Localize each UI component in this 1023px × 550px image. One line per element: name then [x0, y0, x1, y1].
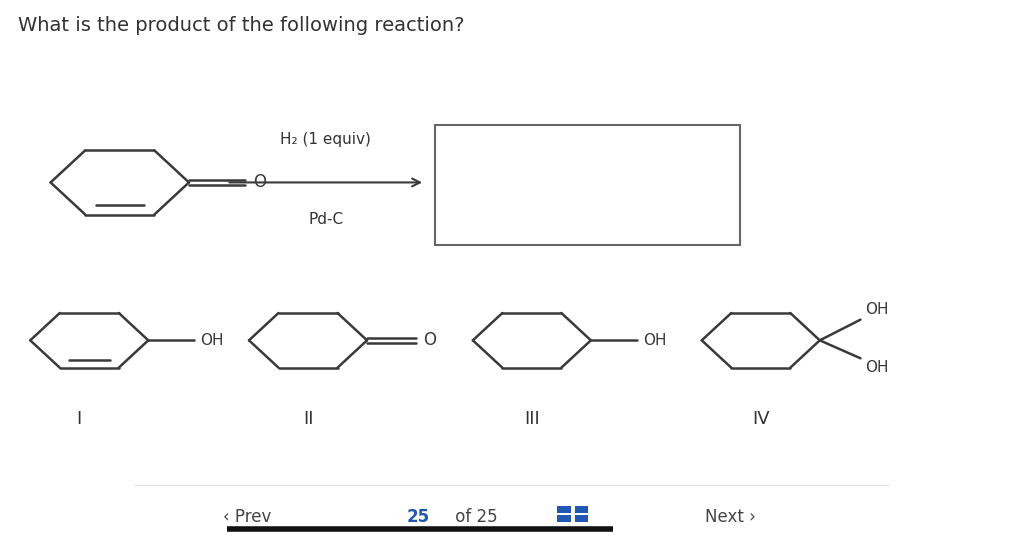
Text: Pd-C: Pd-C	[308, 212, 344, 227]
Text: III: III	[524, 410, 540, 428]
Bar	[575, 515, 588, 522]
Bar	[575, 505, 588, 513]
Text: of 25: of 25	[450, 508, 498, 526]
Text: OH: OH	[201, 333, 224, 348]
Text: Next ›: Next ›	[705, 508, 756, 526]
Text: 25: 25	[407, 508, 430, 526]
Text: What is the product of the following reaction?: What is the product of the following rea…	[18, 16, 464, 35]
Text: IV: IV	[752, 410, 769, 428]
Text: I: I	[77, 410, 82, 428]
Text: H₂ (1 equiv): H₂ (1 equiv)	[280, 132, 371, 147]
Text: ‹ Prev: ‹ Prev	[223, 508, 271, 526]
Text: O: O	[253, 173, 266, 191]
Bar	[558, 515, 571, 522]
Bar	[558, 505, 571, 513]
Bar	[435, 125, 741, 245]
Text: OH: OH	[642, 333, 666, 348]
Text: II: II	[303, 410, 313, 428]
Text: OH: OH	[865, 360, 889, 375]
Text: O: O	[422, 331, 436, 349]
Text: OH: OH	[865, 302, 889, 317]
